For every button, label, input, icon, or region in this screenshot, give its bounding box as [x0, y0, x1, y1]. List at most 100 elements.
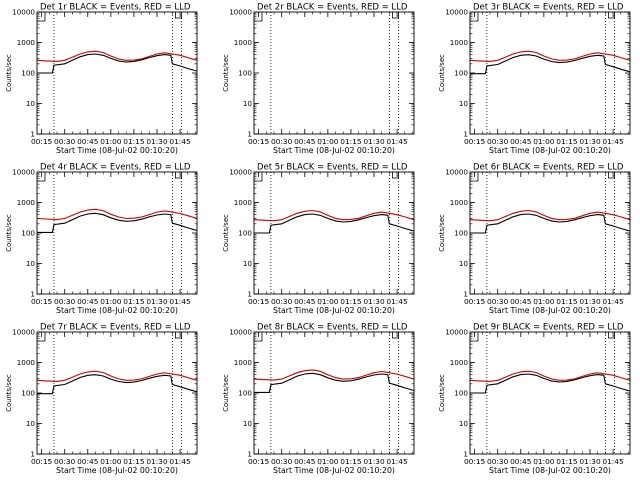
x-tick-label: 00:45	[77, 297, 99, 306]
x-tick-label: 00:45	[510, 297, 532, 306]
upper-left-bracket	[470, 12, 479, 22]
events-series-line	[254, 372, 415, 393]
lld-series-line	[253, 369, 415, 381]
y-tick-label: 100	[454, 389, 468, 398]
y-tick-label: 1	[30, 450, 35, 459]
y-tick-label: 10	[26, 99, 36, 108]
events-series-line	[37, 212, 198, 233]
x-tick-label: 01:15	[556, 137, 578, 146]
y-tick-label: 10000	[12, 328, 35, 337]
chart-panel-5: Det 5r BLACK = Events, RED = LLD Counts/s…	[222, 163, 415, 315]
y-tick-label: 1	[30, 130, 35, 139]
x-axis-label: Start Time (08-Jul-02 00:10:20)	[489, 146, 611, 155]
upper-right-bracket	[392, 12, 400, 19]
x-tick-label: 00:15	[31, 297, 53, 306]
x-tick-label: 00:30	[271, 457, 293, 466]
y-tick-label: 1000	[17, 358, 36, 367]
y-tick-label: 10	[26, 419, 36, 428]
upper-right-bracket	[608, 332, 616, 339]
x-tick-label: 01:45	[169, 137, 191, 146]
y-axis-label: Counts/sec	[438, 214, 446, 252]
x-tick-label: 01:00	[533, 137, 555, 146]
x-tick-label: 00:30	[54, 457, 76, 466]
x-tick-label: 01:30	[146, 137, 168, 146]
y-tick-label: 1	[30, 290, 35, 299]
y-tick-label: 10	[459, 99, 469, 108]
lld-series-line	[36, 50, 198, 62]
x-tick-label: 01:15	[340, 297, 362, 306]
x-tick-label: 01:15	[123, 457, 145, 466]
y-tick-label: 1000	[234, 198, 253, 207]
x-tick-label: 01:30	[363, 457, 385, 466]
y-tick-label: 1000	[234, 38, 253, 47]
events-series-line	[254, 213, 415, 234]
plot-frame	[469, 171, 631, 295]
x-axis-label: Start Time (08-Jul-02 00:10:20)	[489, 466, 611, 475]
x-tick-label: 01:00	[533, 297, 555, 306]
chart-panel-4: Det 4r BLACK = Events, RED = LLD Counts/s…	[5, 163, 198, 315]
x-tick-label: 00:15	[31, 457, 53, 466]
panel-title: Det 8r BLACK = Events, RED = LLD	[257, 323, 408, 333]
y-tick-label: 10	[243, 99, 253, 108]
x-tick-label: 01:00	[100, 297, 122, 306]
upper-right-bracket	[175, 12, 183, 19]
y-tick-label: 100	[238, 229, 252, 238]
lld-series-line	[469, 50, 631, 62]
panel-title: Det 4r BLACK = Events, RED = LLD	[40, 163, 191, 173]
panel-title: Det 5r BLACK = Events, RED = LLD	[257, 163, 408, 173]
x-axis-label: Start Time (08-Jul-02 00:10:20)	[273, 306, 395, 315]
lld-series-line	[36, 208, 198, 221]
panel-title: Det 2r BLACK = Events, RED = LLD	[257, 3, 408, 13]
plot-frame	[36, 11, 198, 135]
y-axis-label: Counts/sec	[5, 374, 13, 412]
events-series-line	[37, 53, 198, 74]
x-tick-label: 00:45	[510, 457, 532, 466]
x-tick-label: 01:30	[363, 297, 385, 306]
x-tick-label: 01:45	[386, 137, 408, 146]
x-tick-label: 00:45	[77, 457, 99, 466]
x-tick-label: 00:30	[487, 457, 509, 466]
panel-title: Det 3r BLACK = Events, RED = LLD	[473, 3, 624, 13]
y-axis-label: Counts/sec	[438, 374, 446, 412]
y-tick-label: 100	[21, 229, 35, 238]
x-tick-label: 00:30	[271, 137, 293, 146]
upper-left-bracket	[254, 332, 263, 342]
chart-panel-1: Det 1r BLACK = Events, RED = LLD Counts/s…	[5, 3, 198, 155]
plot-frame	[469, 331, 631, 455]
x-tick-label: 00:30	[271, 297, 293, 306]
chart-panel-6: Det 6r BLACK = Events, RED = LLD Counts/s…	[438, 163, 631, 315]
x-tick-label: 01:30	[579, 457, 601, 466]
panel-title: Det 7r BLACK = Events, RED = LLD	[40, 323, 191, 333]
y-axis-label: Counts/sec	[222, 374, 230, 412]
x-tick-label: 01:30	[579, 297, 601, 306]
panel-title: Det 1r BLACK = Events, RED = LLD	[40, 3, 191, 13]
y-tick-label: 10	[243, 259, 253, 268]
plot-frame	[253, 171, 415, 295]
y-tick-label: 10000	[229, 168, 252, 177]
x-tick-label: 00:45	[510, 137, 532, 146]
x-tick-label: 00:15	[31, 137, 53, 146]
y-axis-label: Counts/sec	[222, 214, 230, 252]
y-tick-label: 1	[463, 130, 468, 139]
y-tick-label: 10	[26, 259, 36, 268]
plot-frame	[253, 11, 415, 135]
lld-series-line	[469, 209, 631, 222]
events-series-line	[470, 54, 631, 75]
x-tick-label: 01:00	[317, 457, 339, 466]
y-tick-label: 1000	[450, 358, 469, 367]
chart-panel-8: Det 8r BLACK = Events, RED = LLD Counts/s…	[222, 323, 415, 475]
x-tick-label: 01:15	[340, 457, 362, 466]
upper-right-bracket	[392, 332, 400, 339]
x-tick-label: 01:45	[169, 297, 191, 306]
y-axis-label: Counts/sec	[5, 214, 13, 252]
y-axis-label: Counts/sec	[5, 54, 13, 92]
upper-right-bracket	[175, 332, 183, 339]
y-tick-label: 10000	[229, 328, 252, 337]
x-tick-label: 01:15	[340, 137, 362, 146]
y-tick-label: 10	[243, 419, 253, 428]
x-tick-label: 00:45	[294, 457, 316, 466]
x-tick-label: 00:15	[464, 297, 486, 306]
x-tick-label: 00:45	[77, 137, 99, 146]
x-tick-label: 00:30	[54, 297, 76, 306]
y-tick-label: 10000	[445, 168, 468, 177]
